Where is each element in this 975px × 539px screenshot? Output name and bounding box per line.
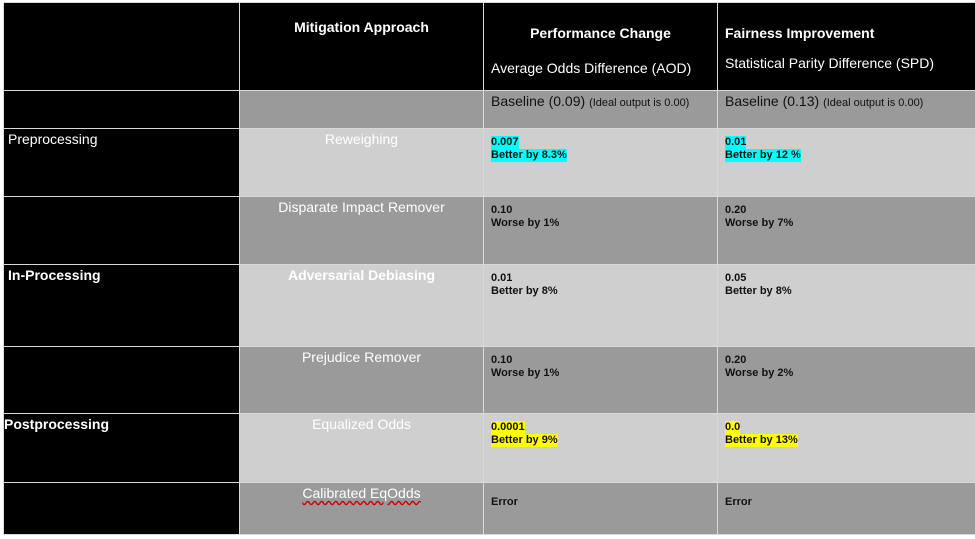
aod-value: 0.01 [491,272,513,284]
stage-label: Preprocessing [3,128,240,197]
aod-change: Worse by 1% [491,217,560,229]
baseline-aod-label: Baseline (0.09) [491,93,586,109]
spd-change: Error [725,496,752,508]
spd-value: 0.01 [725,136,747,149]
spd-change: Better by 8% [725,285,792,297]
method-label: Equalized Odds [239,413,484,483]
baseline-aod-note: (Ideal output is 0.00) [589,97,690,109]
table-row: Calibrated EqOdds Error Error [3,482,975,535]
spd-subheading: Statistical Parity Difference (SPD) [725,55,935,71]
spd-change: Worse by 2% [725,367,794,379]
aod-result-cell: 0.10 Worse by 1% [483,346,718,414]
table-row: Disparate Impact Remover 0.10 Worse by 1… [3,196,975,265]
aod-change: Better by 9% [491,434,558,447]
table-row: In-Processing Adversarial Debiasing 0.01… [3,264,975,347]
spd-result-cell: 0.05 Better by 8% [717,264,975,347]
stage-label: Postprocessing [3,413,240,483]
aod-result-cell: 0.10 Worse by 1% [483,196,718,265]
table-row: Postprocessing Equalized Odds 0.0001 Bet… [3,413,975,483]
header-empty-cell [3,2,240,91]
aod-change: Worse by 1% [491,367,560,379]
mitigation-approach-heading: Mitigation Approach [294,19,429,35]
aod-result-cell: 0.0001 Better by 9% [483,413,718,483]
spd-change: Better by 12 % [725,149,801,162]
stage-label [3,196,240,265]
baseline-stage-cell [3,90,240,129]
stage-label: In-Processing [3,264,240,347]
aod-value: 0.0001 [491,421,525,434]
aod-result-cell: 0.007 Better by 8.3% [483,128,718,197]
stage-label [3,482,240,535]
table-row: Prejudice Remover 0.10 Worse by 1% 0.20 … [3,346,975,414]
spd-result-cell: 0.01 Better by 12 % [717,128,975,197]
spd-result-cell: 0.20 Worse by 7% [717,196,975,265]
method-label: Calibrated EqOdds [302,485,421,501]
spd-value: 0.05 [725,272,747,284]
aod-result-cell: 0.01 Better by 8% [483,264,718,347]
baseline-spd-note: (Ideal output is 0.00) [823,97,924,109]
mitigation-results-table: Mitigation Approach Performance Change A… [3,2,975,535]
aod-subheading: Average Odds Difference (AOD) [491,60,692,76]
spd-result-cell: Error [717,482,975,535]
baseline-row: Baseline (0.09) (Ideal output is 0.00) B… [3,90,975,129]
baseline-spd-cell: Baseline (0.13) (Ideal output is 0.00) [717,90,975,129]
spd-change: Worse by 7% [725,217,794,229]
method-cell: Calibrated EqOdds [239,482,484,535]
fairness-improvement-heading: Fairness Improvement [725,25,875,41]
spd-result-cell: 0.20 Worse by 2% [717,346,975,414]
header-fairness-improvement: Fairness Improvement Statistical Parity … [717,2,975,91]
performance-change-heading: Performance Change [530,25,671,41]
spd-value: 0.0 [725,421,741,434]
aod-change: Error [491,496,518,508]
table-row: Preprocessing Reweighing 0.007 Better by… [3,128,975,197]
spd-result-cell: 0.0 Better by 13% [717,413,975,483]
header-mitigation-approach: Mitigation Approach [239,2,484,91]
header-performance-change: Performance Change Average Odds Differen… [483,2,718,91]
aod-value: 0.10 [491,204,513,216]
method-label: Adversarial Debiasing [239,264,484,347]
spd-value: 0.20 [725,204,747,216]
baseline-method-cell [239,90,484,129]
aod-result-cell: Error [483,482,718,535]
aod-value: 0.007 [491,136,519,149]
method-label: Prejudice Remover [239,346,484,414]
aod-change: Better by 8.3% [491,149,567,162]
aod-value: 0.10 [491,354,513,366]
spd-value: 0.20 [725,354,747,366]
baseline-spd-label: Baseline (0.13) [725,93,820,109]
method-label: Reweighing [239,128,484,197]
method-label: Disparate Impact Remover [239,196,484,265]
baseline-aod-cell: Baseline (0.09) (Ideal output is 0.00) [483,90,718,129]
aod-change: Better by 8% [491,285,558,297]
spd-change: Better by 13% [725,434,798,447]
stage-label [3,346,240,414]
header-row: Mitigation Approach Performance Change A… [3,2,975,91]
